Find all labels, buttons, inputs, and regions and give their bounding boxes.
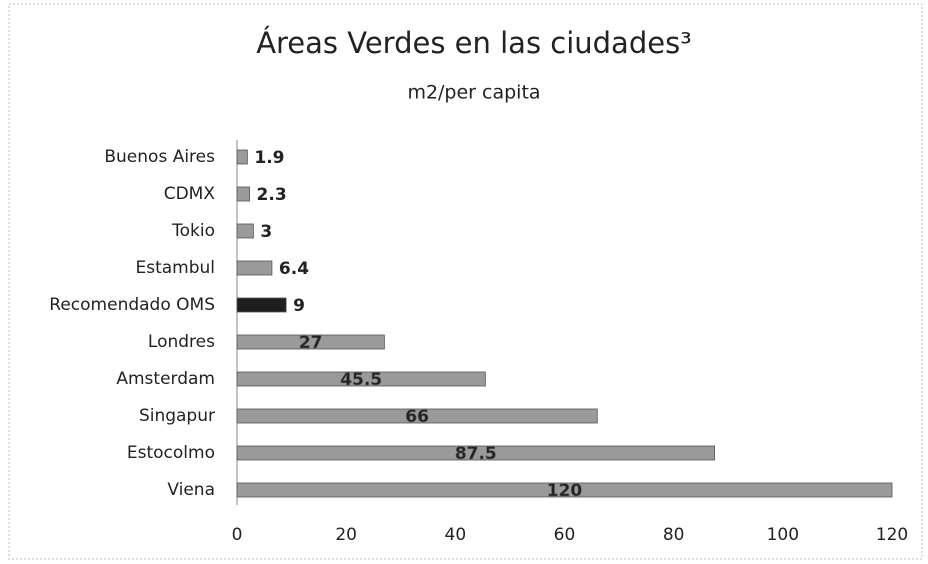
- data-label: 1.9: [254, 148, 284, 168]
- bar: [236, 371, 486, 387]
- data-label: 3: [260, 222, 272, 242]
- bar: [236, 408, 598, 424]
- bar: [236, 445, 716, 461]
- y-tick-label: Buenos Aires: [104, 147, 215, 167]
- y-tick-label: Estocolmo: [127, 443, 215, 463]
- y-tick-label: Londres: [148, 332, 215, 352]
- y-tick-label: Estambul: [135, 258, 215, 278]
- bar: [236, 297, 287, 313]
- x-tick-label: 120: [876, 525, 908, 545]
- y-tick-label: Amsterdam: [116, 369, 215, 389]
- data-label: 120: [547, 481, 583, 501]
- x-tick-label: 40: [445, 525, 467, 545]
- bar: [236, 482, 893, 498]
- chart-subtitle: m2/per capita: [407, 82, 540, 104]
- data-label: 2.3: [257, 185, 287, 205]
- frame: [8, 3, 923, 560]
- data-label: 6.4: [279, 259, 309, 279]
- bar: [236, 149, 248, 165]
- bar: [236, 334, 385, 350]
- data-label: 9: [293, 296, 305, 316]
- x-tick-label: 60: [554, 525, 576, 545]
- x-tick-label: 80: [663, 525, 685, 545]
- x-tick-label: 20: [335, 525, 357, 545]
- bar: [236, 223, 254, 239]
- y-tick-label: Viena: [167, 480, 215, 500]
- y-tick-label: Recomendado OMS: [49, 295, 215, 315]
- bar: [236, 260, 273, 276]
- data-label: 66: [405, 407, 429, 427]
- data-label: 87.5: [455, 444, 497, 464]
- y-tick-label: CDMX: [164, 184, 216, 204]
- x-tick-label: 0: [232, 525, 243, 545]
- y-tick-label: Tokio: [171, 221, 215, 241]
- y-tick-label: Singapur: [139, 406, 215, 426]
- chart-title: Áreas Verdes en las ciudades³: [256, 26, 692, 60]
- data-label: 45.5: [340, 370, 382, 390]
- bar: [236, 186, 250, 202]
- data-label: 27: [299, 333, 323, 353]
- x-tick-label: 100: [767, 525, 799, 545]
